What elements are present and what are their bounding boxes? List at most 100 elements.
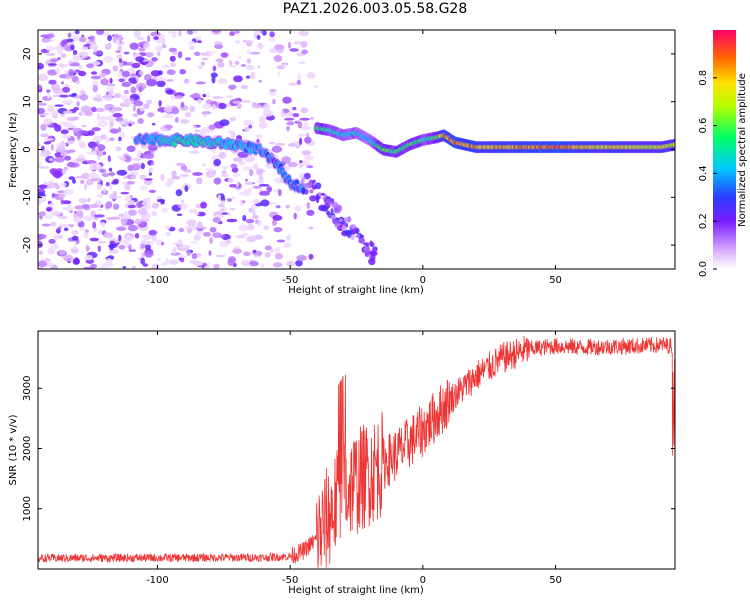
- noise-blob: [145, 52, 154, 58]
- noise-blob: [202, 163, 206, 167]
- noise-blob: [212, 217, 221, 223]
- noise-blob: [58, 224, 69, 228]
- noise-blob: [88, 35, 96, 42]
- noise-blob: [56, 50, 64, 55]
- noise-blob: [180, 259, 185, 263]
- noise-blob: [160, 262, 168, 266]
- noise-blob: [179, 203, 188, 210]
- noise-blob: [259, 191, 271, 196]
- noise-blob: [270, 248, 274, 254]
- noise-blob: [180, 101, 185, 108]
- noise-blob: [41, 38, 51, 43]
- noise-blob: [295, 259, 303, 267]
- spectrogram-y-axis: -20 -10 0 10 20: [22, 48, 675, 253]
- noise-blob: [202, 93, 207, 98]
- noise-blob: [146, 99, 153, 105]
- noise-blob: [108, 88, 114, 96]
- noise-blob: [188, 208, 198, 213]
- noise-blob: [303, 121, 308, 129]
- noise-blob: [292, 113, 300, 118]
- noise-blob: [129, 42, 139, 50]
- noise-blob: [235, 40, 241, 44]
- noise-blob: [160, 173, 165, 182]
- noise-blob: [139, 174, 147, 180]
- noise-blob: [134, 218, 142, 225]
- noise-blob: [167, 31, 178, 34]
- noise-blob: [286, 234, 291, 241]
- noise-blob: [45, 258, 51, 262]
- noise-blob: [306, 132, 310, 138]
- noise-blob: [60, 129, 69, 135]
- snr-y-axis: 1000 2000 3000: [22, 376, 675, 521]
- noise-blob: [123, 51, 130, 55]
- noise-blob: [318, 205, 327, 212]
- noise-blob: [41, 223, 51, 227]
- colorbar-label: Normalized spectral amplitude: [737, 73, 748, 227]
- noise-blob: [146, 35, 151, 43]
- noise-blob: [272, 219, 277, 227]
- noise-blob: [232, 100, 241, 104]
- noise-blob: [296, 73, 302, 81]
- noise-blob: [293, 212, 297, 220]
- noise-blob: [242, 214, 247, 222]
- noise-blob: [106, 115, 117, 122]
- noise-blob: [288, 82, 298, 87]
- noise-blob: [128, 244, 132, 251]
- noise-blob: [100, 134, 107, 140]
- colorbar-tick-label: 0.6: [698, 118, 709, 134]
- colorbar-tick-label: 0.0: [698, 261, 709, 277]
- noise-blob: [151, 202, 159, 209]
- noise-blob: [59, 74, 67, 79]
- noise-blob: [195, 81, 206, 85]
- noise-blob: [208, 124, 216, 130]
- noise-blob: [105, 201, 113, 209]
- noise-blob: [40, 149, 52, 157]
- noise-blob: [306, 209, 315, 216]
- noise-blob: [189, 94, 198, 98]
- noise-blob: [242, 119, 254, 127]
- noise-blob: [115, 146, 122, 152]
- noise-blob: [178, 255, 187, 258]
- noise-blob: [161, 241, 165, 246]
- snr-x-axis: -100 -50 0 50: [146, 331, 562, 586]
- noise-blob: [334, 210, 341, 214]
- noise-blob: [158, 100, 162, 107]
- noise-blob: [38, 107, 46, 115]
- noise-blob: [276, 71, 280, 76]
- noise-blob: [246, 49, 251, 54]
- noise-blob: [128, 249, 137, 253]
- noise-blob: [70, 44, 75, 51]
- x-tick-label: -100: [146, 275, 169, 286]
- noise-blob: [306, 165, 314, 169]
- noise-blob: [200, 126, 212, 134]
- noise-blob: [105, 257, 113, 264]
- noise-blob: [296, 254, 307, 262]
- noise-blob: [237, 56, 242, 60]
- noise-blob: [246, 236, 257, 243]
- noise-blob: [226, 218, 238, 223]
- noise-blob: [207, 262, 211, 267]
- noise-blob: [93, 45, 98, 53]
- noise-blob: [177, 51, 183, 59]
- noise-blob: [168, 259, 179, 265]
- noise-blob: [256, 168, 264, 176]
- noise-blob: [140, 218, 150, 222]
- noise-blob: [136, 201, 143, 209]
- noise-blob: [123, 240, 130, 248]
- noise-blob: [249, 51, 261, 55]
- noise-blob: [179, 245, 189, 249]
- noise-blob: [38, 142, 41, 147]
- noise-blob: [217, 194, 221, 201]
- noise-blob: [201, 103, 211, 110]
- noise-blob: [204, 168, 215, 172]
- noise-blob: [116, 53, 123, 60]
- noise-blob: [286, 260, 295, 267]
- noise-blob: [48, 79, 57, 85]
- noise-blob: [59, 142, 68, 146]
- noise-blob: [220, 200, 226, 206]
- noise-blob: [115, 50, 121, 53]
- noise-blob: [178, 227, 185, 233]
- noise-blob: [49, 168, 58, 175]
- noise-blob: [256, 44, 265, 49]
- noise-blob: [330, 208, 334, 214]
